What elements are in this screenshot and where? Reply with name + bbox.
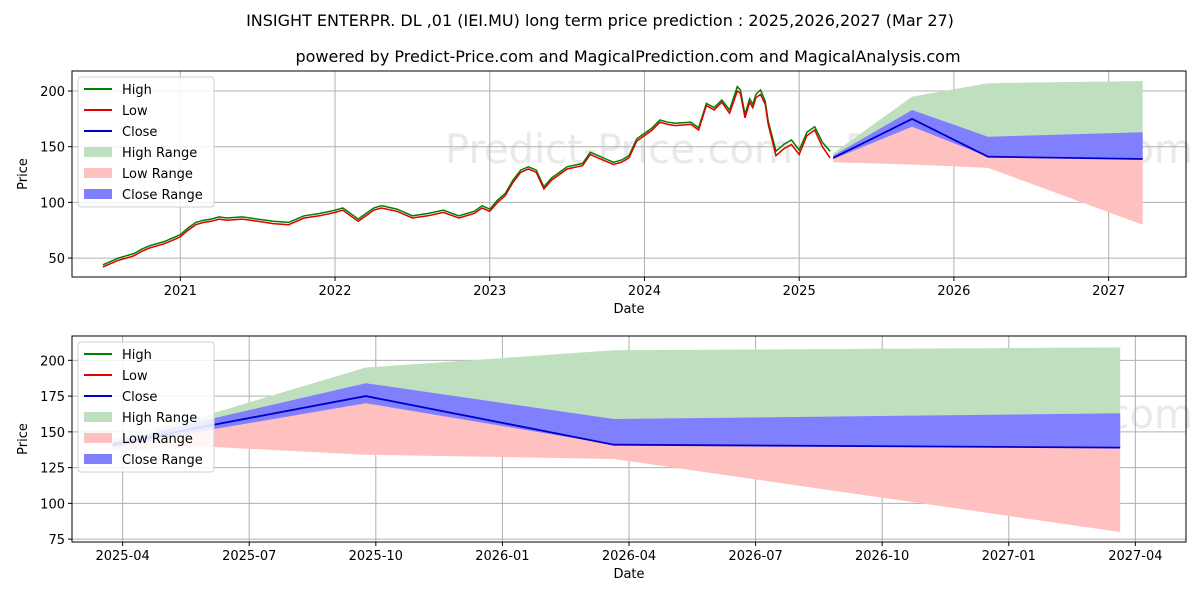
- x-tick-label: 2026-07: [728, 549, 782, 564]
- x-tick-label: 2025: [783, 284, 816, 299]
- legend-label: High: [122, 348, 152, 363]
- legend-label: Close Range: [122, 453, 203, 468]
- legend-label: Low: [122, 369, 148, 384]
- close-range-area: [833, 110, 1143, 159]
- chart-subtitle: powered by Predict-Price.com and Magical…: [295, 47, 960, 66]
- x-tick-label: 2021: [164, 284, 197, 299]
- legend-label: Close Range: [122, 188, 203, 203]
- close-series-line: [832, 117, 1143, 160]
- x-axis-label: Date: [613, 567, 644, 582]
- legend: High Low Close High Range Low Range Close Ran…: [77, 341, 215, 473]
- legend-swatch-patch: [84, 454, 112, 464]
- x-tick-label: 2026: [937, 284, 970, 299]
- chart-title: INSIGHT ENTERPR. DL ,01 (IEI.MU) long te…: [246, 11, 954, 30]
- low-range-area: [833, 118, 1143, 225]
- y-axis-label: Price: [16, 423, 31, 455]
- legend-label: High Range: [122, 146, 197, 161]
- y-tick-label: 150: [40, 141, 65, 156]
- x-tick-label: 2025-04: [95, 549, 149, 564]
- legend-label: Close: [122, 390, 157, 405]
- x-tick-label: 2026-01: [475, 549, 529, 564]
- x-tick-label: 2027-01: [982, 549, 1036, 564]
- low-range-area: [112, 396, 1121, 532]
- y-tick-label: 125: [40, 462, 65, 477]
- low-series-line: [102, 89, 831, 268]
- legend-label: High Range: [122, 411, 197, 426]
- legend-label: Close: [122, 125, 157, 140]
- top-panel: Predict-Price.comPredict-Price.com202120…: [16, 70, 1193, 317]
- y-tick-label: 100: [40, 196, 65, 211]
- x-tick-label: 2027: [1092, 284, 1125, 299]
- legend-swatch-patch: [84, 412, 112, 422]
- x-tick-label: 2025-07: [222, 549, 276, 564]
- x-tick-label: 2022: [318, 284, 351, 299]
- close-range-area: [112, 383, 1121, 448]
- y-axis-label: Price: [16, 158, 31, 190]
- legend: High Low Close High Range Low Range Close Ran…: [77, 76, 215, 208]
- y-tick-label: 175: [40, 390, 65, 405]
- legend-label: Low: [122, 104, 148, 119]
- x-tick-label: 2023: [473, 284, 506, 299]
- legend-label: High: [122, 83, 152, 98]
- y-tick-label: 100: [40, 497, 65, 512]
- legend-label: Low Range: [122, 167, 193, 182]
- x-axis-label: Date: [613, 302, 644, 317]
- watermark: Predict-Price.com: [445, 127, 793, 173]
- legend-swatch-patch: [84, 189, 112, 199]
- legend-swatch-patch: [84, 147, 112, 157]
- plot-frame: [71, 70, 1187, 278]
- x-tick-label: 2027-04: [1108, 549, 1162, 564]
- high-series-line: [102, 85, 831, 266]
- legend-swatch-patch: [84, 433, 112, 443]
- legend-swatch-patch: [84, 168, 112, 178]
- y-tick-label: 200: [40, 85, 65, 100]
- legend-label: Low Range: [122, 432, 193, 447]
- y-tick-label: 75: [48, 533, 65, 548]
- y-tick-label: 200: [40, 354, 65, 369]
- x-tick-label: 2026-10: [855, 549, 909, 564]
- x-tick-label: 2025-10: [349, 549, 403, 564]
- y-tick-label: 150: [40, 426, 65, 441]
- x-tick-label: 2024: [628, 284, 661, 299]
- x-tick-label: 2026-04: [602, 549, 656, 564]
- y-tick-label: 50: [48, 252, 65, 267]
- bottom-panel: Predict-Price.comPredict-Price.com2025-0…: [16, 335, 1193, 582]
